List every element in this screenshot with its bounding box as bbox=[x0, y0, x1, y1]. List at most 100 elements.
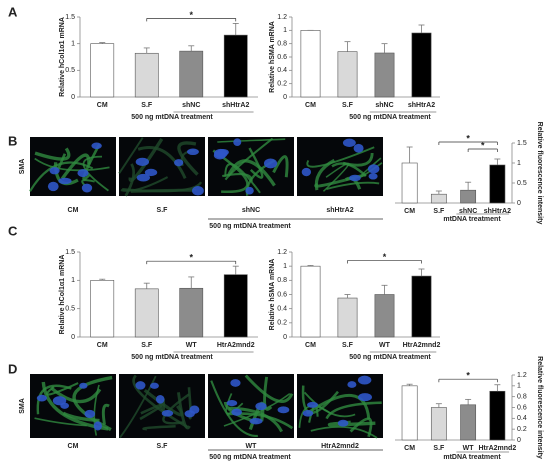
fiber bbox=[306, 394, 371, 420]
bar bbox=[374, 294, 395, 338]
fiber bbox=[46, 382, 79, 396]
fiber bbox=[306, 146, 375, 168]
x-tick-label: S.F bbox=[342, 342, 354, 349]
fiber bbox=[132, 374, 189, 429]
nucleus bbox=[306, 401, 319, 408]
bar bbox=[90, 43, 115, 98]
y-tick-label: 0.5 bbox=[65, 67, 75, 74]
fiber bbox=[34, 147, 71, 161]
bar bbox=[223, 34, 248, 98]
error-bar bbox=[143, 47, 150, 54]
error-bar bbox=[494, 158, 501, 165]
x-tick-label: CM bbox=[305, 342, 316, 349]
fiber bbox=[29, 161, 94, 192]
nucleus bbox=[91, 142, 102, 150]
x-tick-label: S.F bbox=[141, 102, 153, 109]
error-bar bbox=[381, 284, 388, 295]
fiber bbox=[224, 137, 274, 181]
panel-label: C bbox=[8, 223, 18, 238]
bar bbox=[460, 189, 477, 204]
bar bbox=[90, 280, 115, 338]
error-bar bbox=[188, 45, 195, 52]
y-tick-label: 0.6 bbox=[277, 54, 287, 61]
bar bbox=[460, 404, 477, 441]
panel-label: B bbox=[8, 133, 17, 148]
nucleus bbox=[174, 159, 184, 167]
nucleus bbox=[213, 148, 228, 159]
y-tick-label: 0.8 bbox=[277, 41, 287, 48]
fiber bbox=[212, 149, 249, 194]
significance-label: * bbox=[189, 10, 193, 20]
x-tick-label: CM bbox=[305, 102, 316, 109]
y-tick-label: 0.2 bbox=[517, 426, 527, 433]
x-tick-label: shNC bbox=[375, 102, 393, 109]
error-bar bbox=[406, 146, 413, 163]
error-bar bbox=[435, 403, 442, 408]
nucleus bbox=[233, 138, 242, 147]
x-tick-label: WT bbox=[463, 445, 475, 452]
fiber bbox=[93, 384, 100, 436]
bar bbox=[337, 297, 358, 338]
nucleus bbox=[49, 167, 60, 175]
error-bar bbox=[344, 294, 351, 299]
y-tick-label: 1 bbox=[71, 277, 75, 284]
nucleus bbox=[358, 393, 372, 402]
y-tick-label: 0 bbox=[71, 334, 75, 341]
panel-label: D bbox=[8, 361, 17, 376]
nucleus bbox=[230, 379, 241, 387]
micrograph bbox=[208, 137, 294, 196]
group-label: 500 ng mtDNA treatment bbox=[209, 454, 291, 461]
bar bbox=[430, 407, 447, 441]
nucleus bbox=[135, 381, 146, 390]
x-tick-label: S.F bbox=[342, 102, 354, 109]
error-bar bbox=[307, 265, 314, 267]
image-label: CM bbox=[68, 443, 79, 450]
y-tick-label: 0 bbox=[517, 437, 521, 444]
nucleus bbox=[301, 167, 312, 177]
nucleus bbox=[357, 375, 372, 385]
y-axis-label: Relative hCol1α1 mRNA bbox=[59, 17, 66, 97]
nucleus bbox=[337, 419, 349, 427]
y-tick-label: 1.2 bbox=[277, 14, 287, 21]
y-tick-label: 0.5 bbox=[65, 306, 75, 313]
bar bbox=[430, 193, 447, 204]
group-label: 500 ng mtDNA treatment bbox=[349, 354, 431, 361]
image-label: WT bbox=[246, 443, 258, 450]
y-tick-label: 1.5 bbox=[65, 249, 75, 256]
image-label: shNC bbox=[242, 207, 260, 214]
fiber bbox=[34, 157, 110, 172]
nucleus bbox=[135, 157, 150, 166]
x-tick-label: WT bbox=[186, 342, 198, 349]
nucleus bbox=[36, 394, 47, 402]
y-tick-label: 1 bbox=[283, 27, 287, 34]
group-label: mtDNA treatment bbox=[443, 454, 501, 461]
fiber bbox=[122, 181, 203, 193]
bar bbox=[300, 265, 321, 338]
y-tick-label: 0.8 bbox=[277, 277, 287, 284]
image-label: HtrA2mnd2 bbox=[321, 443, 359, 450]
error-bar bbox=[435, 190, 442, 195]
group-label: 500 ng mtDNA treatment bbox=[349, 114, 431, 121]
nucleus bbox=[245, 186, 254, 195]
nucleus bbox=[192, 185, 204, 196]
fiber bbox=[326, 181, 380, 190]
significance-label: * bbox=[189, 253, 193, 263]
x-tick-label: shHtrA2 bbox=[222, 102, 249, 109]
nucleus bbox=[81, 183, 93, 193]
fiber bbox=[310, 426, 378, 439]
y-tick-label: 0.6 bbox=[517, 404, 527, 411]
y-tick-label: 1 bbox=[517, 383, 521, 390]
x-tick-label: CM bbox=[404, 208, 415, 215]
x-tick-label: shNC bbox=[459, 208, 477, 215]
fiber bbox=[226, 159, 276, 187]
nucleus bbox=[353, 143, 364, 153]
nucleus bbox=[226, 400, 238, 407]
y-tick-label: 1.5 bbox=[65, 14, 75, 21]
image-label: S.F bbox=[157, 207, 169, 214]
y-tick-label: 0.4 bbox=[277, 67, 287, 74]
x-tick-label: shNC bbox=[182, 102, 200, 109]
fiber bbox=[101, 403, 110, 425]
fiber bbox=[177, 141, 199, 176]
y-tick-label: 1.5 bbox=[517, 140, 527, 147]
